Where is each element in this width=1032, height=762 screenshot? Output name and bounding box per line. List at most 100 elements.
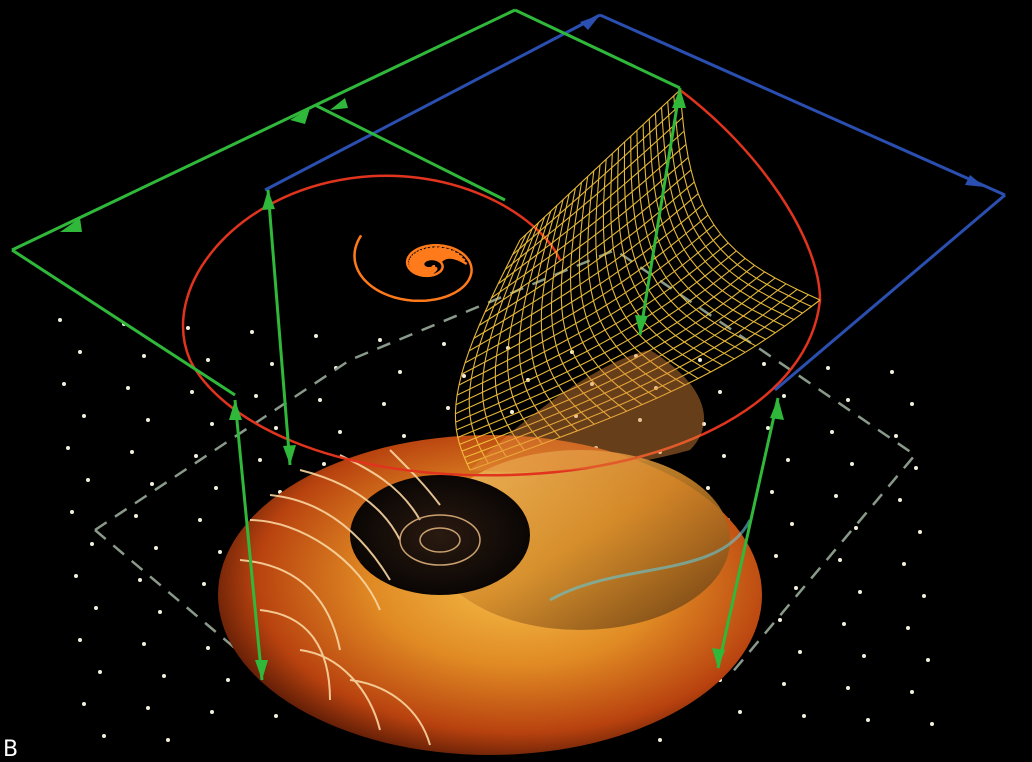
mesh-line — [504, 117, 683, 270]
floor-dot — [830, 430, 834, 434]
floor-dot — [82, 702, 86, 706]
floor-dot — [782, 682, 786, 686]
floor-dot — [898, 498, 902, 502]
floor-dot — [786, 458, 790, 462]
floor-dot — [82, 414, 86, 418]
chamber-septum — [433, 250, 456, 260]
floor-dot — [162, 674, 166, 678]
blue-dimension-lines — [264, 13, 1006, 392]
mesh-line — [468, 193, 699, 352]
mesh-line — [464, 288, 798, 459]
floor-dot — [930, 722, 934, 726]
floor-dot — [134, 514, 138, 518]
floor-dot — [446, 406, 450, 410]
mesh-glow — [470, 350, 705, 472]
floor-dot — [274, 426, 278, 430]
mesh-line — [464, 204, 704, 364]
floor-dot — [202, 582, 206, 586]
floor-dot — [138, 578, 142, 582]
floor-dot — [782, 394, 786, 398]
floor-dot — [790, 522, 794, 526]
floor-dot — [838, 558, 842, 562]
aperture-mesh-surface — [454, 89, 821, 471]
floor-dot — [382, 402, 386, 406]
floor-dot — [442, 342, 446, 346]
floor-dot — [146, 706, 150, 710]
floor-dot — [166, 738, 170, 742]
floor-dot — [154, 546, 158, 550]
floor-dot — [850, 462, 854, 466]
floor-dot — [510, 410, 514, 414]
floor-dot — [398, 370, 402, 374]
mesh-line — [459, 277, 776, 445]
floor-dot — [854, 526, 858, 530]
floor-dot — [846, 686, 850, 690]
mesh-line — [461, 283, 787, 452]
floor-dot — [210, 710, 214, 714]
floor-dot — [102, 734, 106, 738]
floor-dot — [186, 326, 190, 330]
mesh-line — [519, 89, 681, 241]
mesh-line — [484, 156, 689, 313]
floor-dot — [906, 626, 910, 630]
floor-dot — [318, 398, 322, 402]
floor-dot — [322, 462, 326, 466]
floor-dot — [858, 590, 862, 594]
floor-dot — [762, 362, 766, 366]
floor-dot — [702, 422, 706, 426]
mesh-line — [491, 143, 687, 299]
floor-dot — [270, 362, 274, 366]
floor-dot — [890, 370, 894, 374]
floor-dot — [206, 646, 210, 650]
mesh-line — [457, 271, 765, 438]
floor-dot — [190, 390, 194, 394]
floor-dot — [274, 714, 278, 718]
spiral-chambers — [353, 234, 473, 303]
floor-dot — [846, 398, 850, 402]
chamber-septum — [435, 251, 460, 261]
floor-dot — [834, 494, 838, 498]
chamber-septum — [429, 247, 447, 260]
floor-dot — [198, 518, 202, 522]
floor-dot — [722, 454, 726, 458]
chamber-septum — [427, 246, 443, 261]
mesh-line — [461, 214, 709, 375]
mesh-line — [512, 103, 682, 256]
floor-dot — [78, 350, 82, 354]
floor-dot — [658, 738, 662, 742]
floor-dot — [402, 434, 406, 438]
floor-dot — [66, 446, 70, 450]
floor-dot — [794, 586, 798, 590]
floor-dot — [62, 382, 66, 386]
floor-dot — [130, 450, 134, 454]
floor-dot — [862, 654, 866, 658]
floor-dot — [126, 386, 130, 390]
mesh-line — [473, 181, 695, 339]
mesh-line — [466, 294, 809, 465]
floor-dot — [698, 358, 702, 362]
floor-dot — [894, 434, 898, 438]
floor-dot — [926, 658, 930, 662]
mesh-line — [458, 224, 715, 386]
mesh-line — [455, 242, 729, 406]
floor-dot — [922, 594, 926, 598]
floor-dot — [210, 422, 214, 426]
mesh-line — [497, 130, 685, 285]
floor-dot — [766, 426, 770, 430]
chamber-septum — [431, 248, 452, 260]
floor-dot — [338, 430, 342, 434]
floor-dot — [58, 318, 62, 322]
floor-dot — [86, 478, 90, 482]
floor-dot — [802, 714, 806, 718]
mesh-line — [469, 299, 821, 471]
floor-dot — [910, 690, 914, 694]
floor-dot — [142, 642, 146, 646]
floor-dot — [462, 374, 466, 378]
floor-dot — [842, 622, 846, 626]
floor-dot — [90, 542, 94, 546]
mesh-line — [455, 257, 746, 423]
floor-dot — [738, 710, 742, 714]
floor-dot — [218, 550, 222, 554]
floor-dot — [146, 418, 150, 422]
